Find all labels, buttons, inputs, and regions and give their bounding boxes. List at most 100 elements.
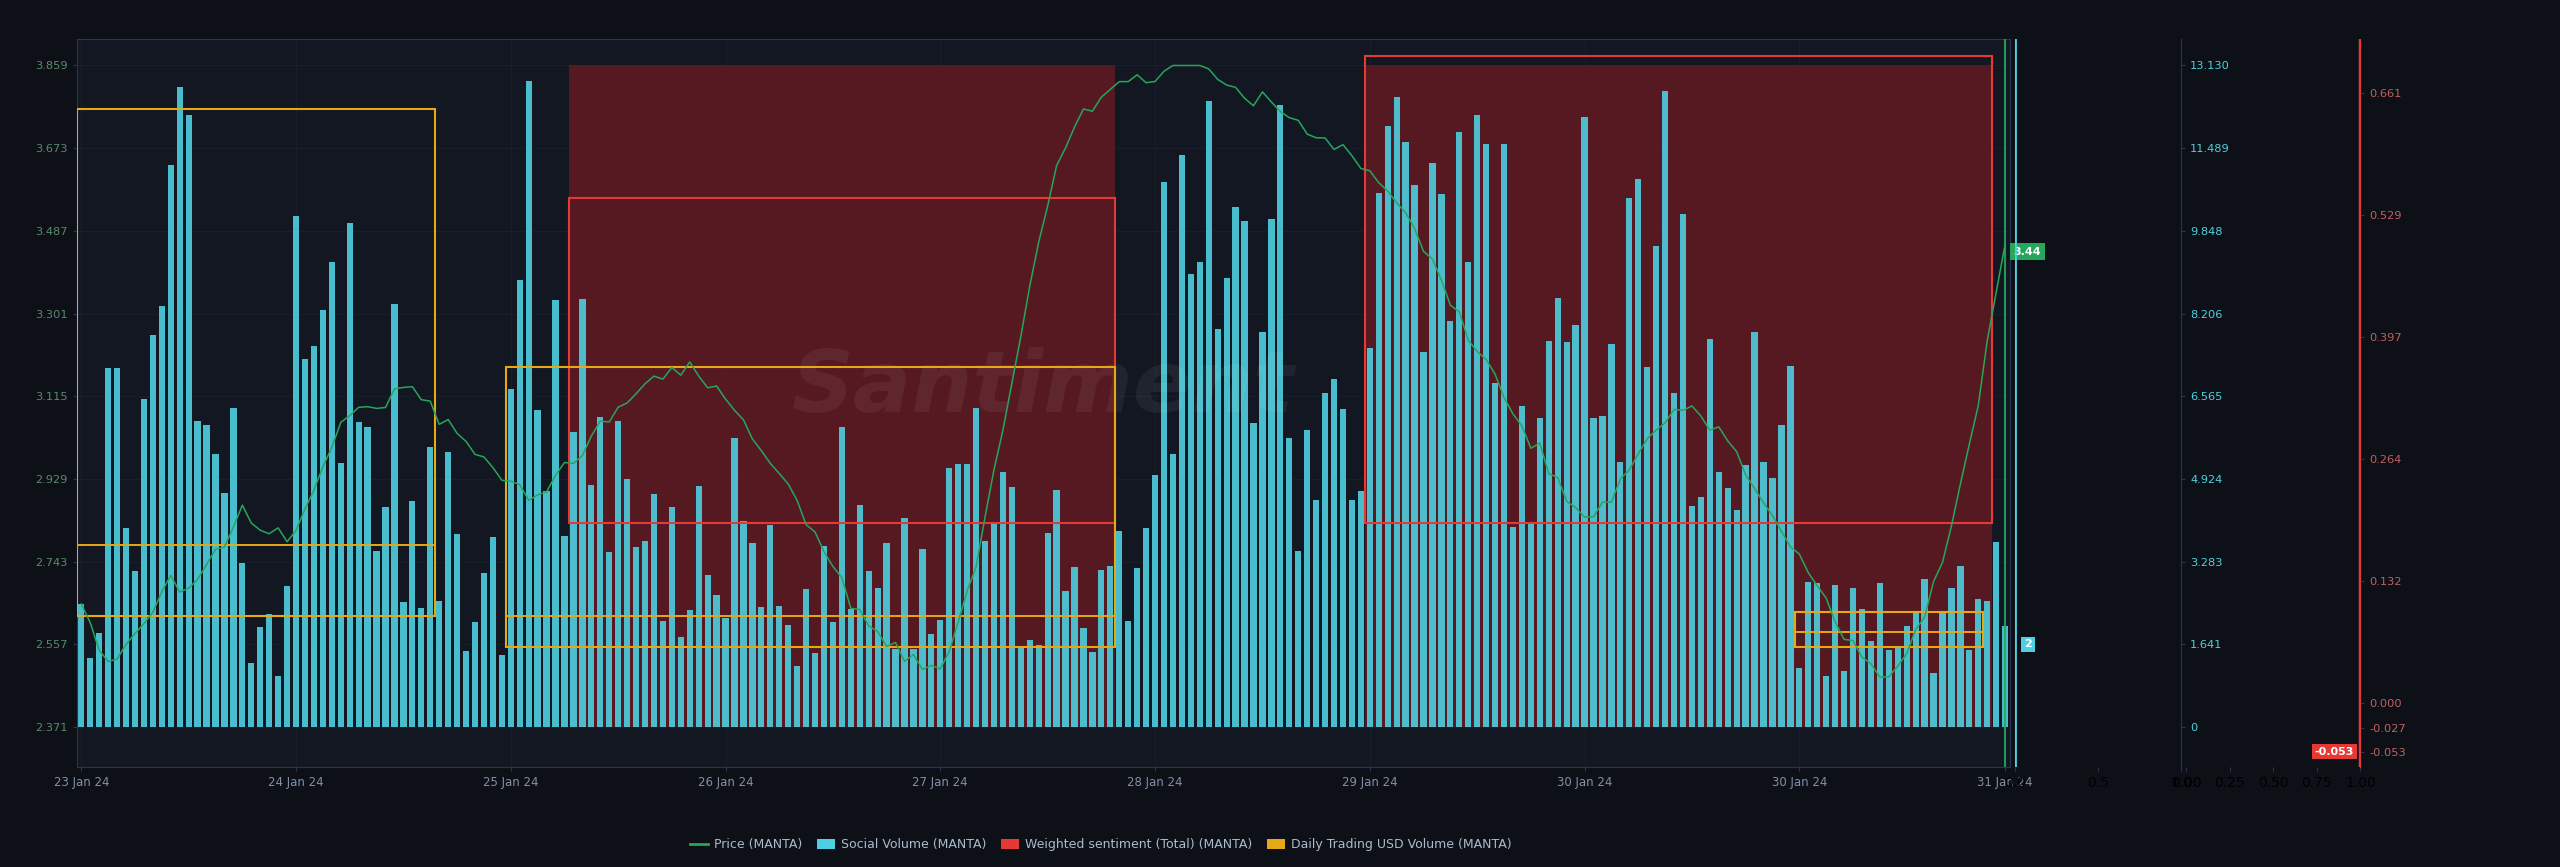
Bar (1357, 492, 1364, 727)
Bar (1080, 628, 1085, 727)
Bar (1213, 329, 1221, 727)
Bar (1001, 473, 1006, 727)
Bar (614, 420, 622, 727)
Bar (1019, 646, 1024, 727)
Bar (876, 588, 881, 727)
Bar (1411, 185, 1418, 727)
Bar (1349, 499, 1354, 727)
Bar (722, 618, 730, 727)
Bar (1743, 465, 1748, 727)
Bar (1510, 527, 1516, 727)
Bar (1618, 462, 1623, 727)
Bar (1894, 649, 1902, 727)
Bar (1859, 609, 1866, 727)
Bar (1242, 221, 1247, 727)
Bar (1124, 621, 1132, 727)
Bar (1733, 510, 1741, 727)
Bar (668, 507, 676, 727)
Bar (561, 537, 568, 727)
Bar (428, 447, 433, 727)
Bar (1331, 379, 1336, 727)
Bar (847, 610, 855, 727)
Bar (579, 299, 586, 727)
Bar (1062, 591, 1068, 727)
Bar (1905, 626, 1910, 727)
Bar (822, 545, 827, 727)
Bar (1037, 646, 1042, 727)
Text: 3.44: 3.44 (2015, 247, 2040, 257)
Bar (991, 523, 996, 727)
Bar (786, 625, 791, 727)
Bar (97, 633, 102, 727)
Bar (256, 627, 264, 727)
Bar (1055, 490, 1060, 727)
Bar (1303, 430, 1311, 727)
Bar (947, 468, 952, 727)
Text: 2: 2 (2025, 639, 2033, 649)
Bar (1761, 461, 1766, 727)
Bar (1277, 105, 1283, 727)
Bar (1564, 342, 1569, 727)
Bar (1285, 439, 1293, 727)
Bar (794, 666, 801, 727)
Bar (1590, 418, 1597, 727)
Bar (1608, 343, 1615, 727)
Bar (471, 623, 479, 727)
Bar (499, 655, 504, 727)
Bar (1779, 425, 1784, 727)
Bar (77, 109, 435, 616)
Bar (1403, 142, 1408, 727)
Bar (596, 417, 604, 727)
Bar (1994, 542, 1999, 727)
Bar (417, 608, 425, 727)
Bar (983, 541, 988, 727)
Bar (1958, 566, 1964, 727)
Bar (1393, 96, 1400, 727)
Bar (1708, 339, 1713, 727)
Bar (650, 494, 658, 727)
Bar (1224, 278, 1229, 727)
Bar (858, 505, 863, 727)
Bar (1923, 579, 1928, 727)
Bar (1457, 133, 1462, 727)
Bar (302, 360, 307, 727)
Bar (1106, 566, 1114, 727)
Bar (535, 410, 540, 727)
Bar (1367, 349, 1372, 727)
Bar (714, 596, 719, 727)
Bar (660, 621, 666, 727)
Bar (346, 224, 353, 727)
Bar (776, 606, 783, 727)
Bar (1446, 321, 1454, 727)
Bar (937, 620, 945, 727)
Bar (1142, 527, 1149, 727)
Bar (1500, 144, 1508, 727)
Bar (543, 491, 550, 727)
Bar (338, 463, 343, 727)
Bar (159, 306, 164, 727)
Bar (1644, 367, 1651, 727)
Bar (1249, 422, 1257, 727)
Bar (292, 216, 300, 727)
Bar (1439, 194, 1444, 727)
Bar (1231, 206, 1239, 727)
Bar (381, 507, 389, 727)
Bar (1823, 676, 1830, 727)
Legend: Price (MANTA), Social Volume (MANTA), Weighted sentiment (Total) (MANTA), Daily : Price (MANTA), Social Volume (MANTA), We… (686, 833, 1516, 857)
Bar (410, 501, 415, 727)
Bar (517, 279, 522, 727)
Bar (435, 602, 443, 727)
Bar (1528, 524, 1533, 727)
Bar (1654, 246, 1659, 727)
Bar (1725, 488, 1731, 727)
Bar (901, 518, 909, 727)
Bar (732, 439, 737, 727)
Bar (399, 603, 407, 727)
Bar (750, 543, 755, 727)
Bar (1984, 601, 1989, 727)
Bar (1116, 531, 1121, 727)
Bar (1267, 219, 1275, 727)
Bar (1321, 393, 1329, 727)
Bar (1196, 262, 1203, 727)
Bar (553, 300, 558, 727)
